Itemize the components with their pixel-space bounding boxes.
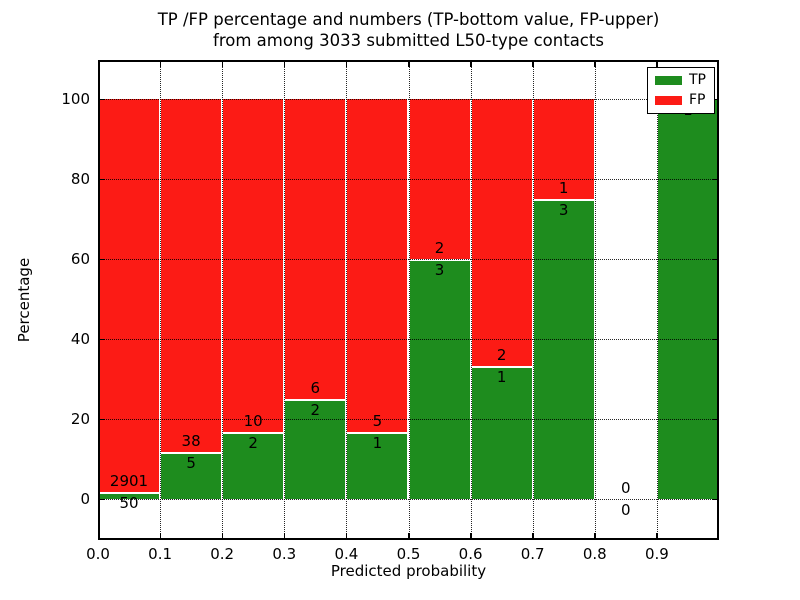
- tp-count-label: 2: [248, 434, 258, 453]
- x-tick-mark: [656, 533, 658, 538]
- gridline-vertical: [470, 60, 472, 540]
- tp-bar: [470, 365, 533, 499]
- y-tick-mark: [100, 418, 105, 420]
- x-tick-label: 0.8: [582, 545, 607, 563]
- x-tick-mark: [656, 62, 658, 67]
- x-tick-label: 0.0: [86, 545, 110, 563]
- x-tick-mark: [470, 62, 472, 67]
- fp-count-label: 38: [181, 432, 201, 451]
- gridline-vertical: [594, 60, 596, 540]
- fp-legend-swatch: [655, 96, 682, 105]
- x-tick-mark: [159, 533, 162, 538]
- y-tick-mark: [712, 258, 717, 260]
- gridline-vertical: [408, 60, 410, 540]
- y-tick-mark: [712, 498, 717, 500]
- fp-bar: [160, 99, 223, 453]
- fp-count-label: 2: [434, 239, 445, 257]
- y-tick-label: 20: [70, 410, 90, 428]
- x-tick-label: 0.5: [396, 545, 421, 563]
- gridline-vertical: [222, 60, 224, 540]
- x-tick-label: 0.6: [458, 545, 483, 563]
- y-tick-mark: [100, 98, 105, 100]
- x-tick-mark: [408, 62, 410, 67]
- fp-legend-label: FP: [689, 92, 706, 108]
- x-tick-label: 0.2: [210, 545, 235, 563]
- x-tick-mark: [532, 62, 534, 67]
- x-tick-label: 0.9: [644, 545, 669, 563]
- x-tick-label: 0.7: [520, 545, 545, 563]
- tp-count-label: 3: [434, 261, 445, 279]
- plot-area: 29015038510262512321130001 TP FP: [98, 60, 719, 540]
- x-tick-mark: [408, 533, 410, 538]
- tp-count-label: 50: [119, 494, 139, 513]
- tp-bar: [408, 259, 471, 499]
- gridline-vertical: [656, 60, 658, 540]
- chart-title: TP /FP percentage and numbers (TP-bottom…: [98, 9, 719, 51]
- y-tick-label: 0: [80, 490, 90, 508]
- gridline-vertical: [532, 60, 534, 540]
- y-tick-mark: [712, 418, 717, 420]
- tp-legend-label: TP: [689, 72, 706, 88]
- fp-bar: [532, 99, 595, 199]
- tp-legend-swatch: [655, 76, 682, 85]
- x-tick-mark: [532, 533, 534, 538]
- x-tick-mark: [221, 62, 224, 67]
- x-tick-mark: [345, 62, 348, 67]
- y-axis-label: Percentage: [15, 257, 33, 343]
- tp-count-label: 1: [496, 367, 507, 386]
- x-tick-mark: [470, 533, 472, 538]
- chart-title-line1: TP /FP percentage and numbers (TP-bottom…: [157, 10, 660, 29]
- tp-count-label: 0: [621, 501, 631, 519]
- legend: TP FP: [647, 67, 715, 114]
- y-tick-mark: [712, 338, 717, 340]
- y-tick-label: 60: [70, 250, 90, 268]
- legend-item-fp: FP: [655, 93, 714, 108]
- x-tick-mark: [283, 62, 286, 67]
- y-tick-label: 80: [70, 170, 90, 188]
- fp-bar: [98, 99, 161, 493]
- gridline-vertical: [284, 60, 286, 540]
- y-tick-mark: [712, 178, 717, 180]
- tp-count-label: 5: [186, 454, 196, 473]
- y-tick-mark: [100, 338, 105, 340]
- fp-count-label: 5: [372, 412, 383, 431]
- fp-count-label: 0: [621, 479, 631, 497]
- fp-count-label: 6: [310, 379, 321, 397]
- fp-bar: [284, 99, 347, 399]
- tp-bar: [656, 99, 719, 499]
- x-axis-label: Predicted probability: [330, 562, 487, 580]
- y-tick-label: 40: [70, 330, 90, 348]
- tp-bar: [532, 199, 595, 499]
- tp-count-label: 1: [372, 434, 383, 453]
- y-tick-mark: [100, 258, 105, 260]
- x-tick-label: 0.4: [334, 545, 359, 563]
- x-tick-mark: [594, 62, 596, 67]
- tp-count-label: 3: [558, 201, 569, 219]
- tp-count-label: 2: [310, 401, 321, 419]
- fp-bar: [470, 99, 533, 366]
- x-tick-label: 0.1: [148, 545, 173, 563]
- x-tick-mark: [221, 533, 224, 538]
- fp-bar: [346, 99, 409, 433]
- fp-bar: [222, 99, 285, 433]
- x-tick-mark: [345, 533, 348, 538]
- x-tick-label: 0.3: [272, 545, 297, 563]
- gridline-vertical: [160, 60, 162, 540]
- y-tick-mark: [100, 498, 105, 500]
- y-tick-label: 100: [61, 90, 90, 108]
- tp-bar: [346, 432, 409, 499]
- gridline-vertical: [346, 60, 348, 540]
- fp-count-label: 2901: [109, 472, 149, 491]
- legend-item-tp: TP: [655, 73, 714, 88]
- y-tick-mark: [100, 178, 105, 180]
- x-tick-mark: [159, 62, 162, 67]
- chart-title-line2: from among 3033 submitted L50-type conta…: [213, 31, 604, 50]
- tp-bar: [160, 452, 223, 499]
- x-tick-mark: [594, 533, 596, 538]
- fp-count-label: 2: [496, 345, 507, 364]
- fp-count-label: 1: [558, 179, 569, 197]
- fp-count-label: 10: [243, 412, 263, 431]
- x-tick-mark: [283, 533, 286, 538]
